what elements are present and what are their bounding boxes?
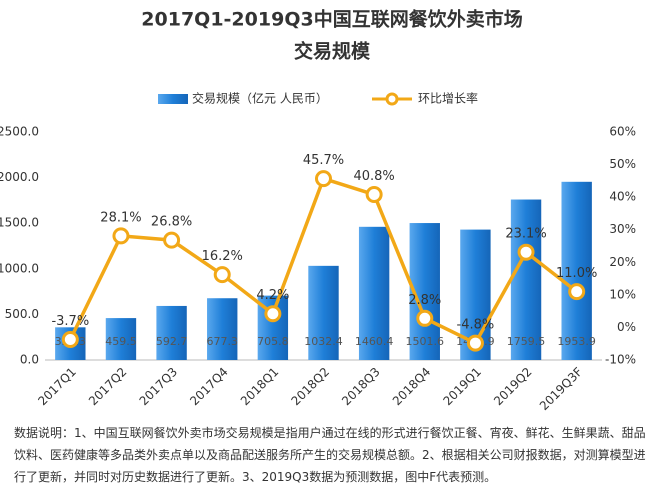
growth-value-label: -4.8% bbox=[457, 318, 495, 333]
growth-value-label: 28.1% bbox=[100, 210, 141, 225]
bar-value-label: 677.3 bbox=[206, 335, 238, 348]
x-tick-label: 2017Q2 bbox=[86, 365, 130, 409]
y2-tick-label: 10% bbox=[609, 287, 636, 301]
bar-value-label: 1953.9 bbox=[557, 335, 596, 348]
bar-value-label: 459.5 bbox=[105, 335, 137, 348]
bar-value-label: 592.7 bbox=[156, 335, 188, 348]
x-tick-label: 2017Q4 bbox=[187, 365, 231, 409]
legend-label: 交易规模（亿元 人民币） bbox=[192, 91, 328, 106]
bar-value-label: 1032.4 bbox=[304, 335, 343, 348]
y2-tick-label: 20% bbox=[609, 255, 636, 269]
growth-value-label: 40.8% bbox=[353, 169, 394, 184]
y-tick-label: 1500.0 bbox=[0, 216, 39, 230]
x-tick-label: 2017Q3 bbox=[137, 365, 181, 409]
y-tick-label: 500.0 bbox=[5, 307, 39, 321]
footnote: 数据说明：1、中国互联网餐饮外卖市场交易规模是指用户通过在线的形式进行餐饮正餐、… bbox=[14, 426, 646, 484]
bar bbox=[358, 226, 390, 360]
bar bbox=[308, 265, 339, 360]
bar-value-label: 1759.5 bbox=[507, 335, 546, 348]
y-tick-label: 1000.0 bbox=[0, 261, 39, 275]
bar bbox=[510, 199, 542, 360]
growth-marker bbox=[112, 227, 130, 245]
y2-tick-label: 40% bbox=[609, 190, 636, 204]
growth-value-label: 16.2% bbox=[202, 249, 243, 264]
legend-marker bbox=[385, 92, 399, 106]
growth-marker bbox=[365, 186, 383, 204]
chart-subtitle: 交易规模 bbox=[294, 40, 371, 63]
growth-marker bbox=[517, 243, 535, 261]
chart-title: 2017Q1-2019Q3中国互联网餐饮外卖市场 bbox=[141, 8, 522, 31]
growth-value-label: 26.8% bbox=[151, 215, 192, 230]
x-tick-label: 2019Q1 bbox=[440, 365, 484, 409]
bar bbox=[561, 181, 592, 360]
x-tick-label: 2018Q1 bbox=[238, 365, 282, 409]
legend-label: 环比增长率 bbox=[418, 91, 478, 106]
growth-value-label: 2.8% bbox=[408, 293, 441, 308]
y2-tick-label: 30% bbox=[609, 222, 636, 236]
y2-tick-label: 50% bbox=[609, 157, 636, 171]
y-tick-label: 2500.0 bbox=[0, 125, 39, 139]
bar bbox=[207, 298, 238, 360]
x-tick-label: 2017Q1 bbox=[35, 365, 79, 409]
growth-marker bbox=[416, 309, 434, 327]
bar bbox=[156, 305, 187, 360]
bar bbox=[105, 318, 137, 360]
growth-value-label: 11.0% bbox=[556, 266, 597, 281]
growth-marker bbox=[163, 231, 181, 249]
y-tick-label: 0.0 bbox=[20, 353, 39, 367]
x-tick-label: 2018Q4 bbox=[390, 365, 434, 409]
x-tick-label: 2018Q3 bbox=[339, 365, 383, 409]
x-tick-label: 2019Q3F bbox=[537, 365, 586, 414]
growth-marker bbox=[213, 266, 231, 284]
bar-value-label: 1501.6 bbox=[406, 335, 445, 348]
growth-marker bbox=[264, 305, 282, 323]
x-tick-label: 2019Q2 bbox=[491, 365, 535, 409]
growth-marker bbox=[568, 283, 586, 301]
growth-marker bbox=[466, 334, 484, 352]
growth-value-label: -3.7% bbox=[51, 314, 89, 329]
y-tick-label: 2000.0 bbox=[0, 170, 39, 184]
growth-marker bbox=[61, 330, 79, 348]
bar-value-label: 1460.4 bbox=[355, 335, 394, 348]
bar-value-label: 705.8 bbox=[257, 335, 289, 348]
y2-tick-label: 0% bbox=[617, 320, 636, 334]
growth-value-label: 23.1% bbox=[505, 227, 546, 242]
growth-value-label: 4.2% bbox=[256, 288, 289, 303]
y2-tick-label: -10% bbox=[605, 353, 636, 367]
x-tick-label: 2018Q2 bbox=[289, 365, 333, 409]
legend-swatch bbox=[158, 94, 188, 104]
growth-marker bbox=[315, 170, 332, 188]
chart: 2017Q1-2019Q3中国互联网餐饮外卖市场 交易规模 0.0 500.0 10… bbox=[0, 8, 636, 414]
growth-value-label: 45.7% bbox=[303, 153, 344, 168]
y2-tick-label: 60% bbox=[609, 125, 636, 139]
